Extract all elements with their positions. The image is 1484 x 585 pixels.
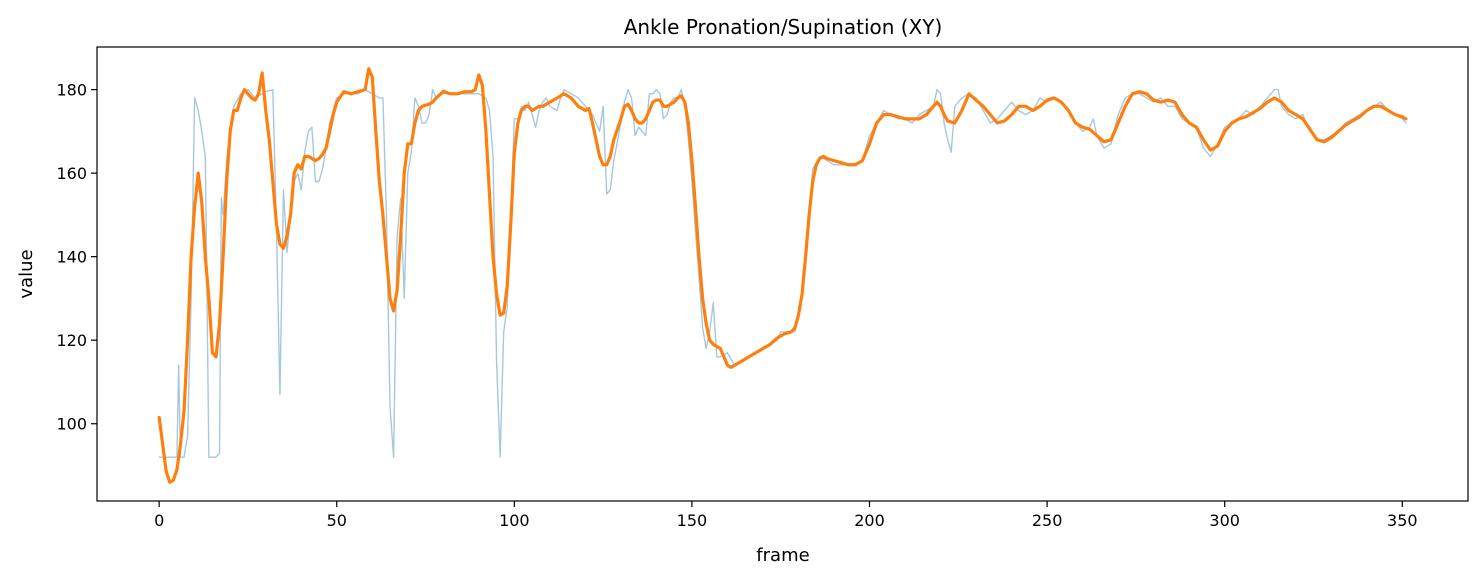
series-layer [157, 67, 1408, 484]
series-line-1 [158, 88, 1407, 458]
plot-frame [96, 46, 1469, 502]
y-axis-label: value [16, 249, 37, 298]
y-axis: 100 120 140 160 180 [56, 81, 97, 434]
x-axis: 0 50 100 150 200 250 300 350 [154, 501, 1418, 530]
x-tick-label: 50 [327, 511, 347, 530]
x-tick-label: 0 [154, 511, 164, 530]
x-tick-label: 200 [854, 511, 885, 530]
y-tick-label: 180 [56, 81, 87, 100]
chart-title: Ankle Pronation/Supination (XY) [624, 15, 943, 39]
x-tick-label: 250 [1032, 511, 1063, 530]
y-tick-label: 100 [56, 415, 87, 434]
x-tick-label: 100 [499, 511, 530, 530]
y-tick-label: 140 [56, 248, 87, 267]
x-tick-label: 350 [1387, 511, 1418, 530]
series-line-2 [157, 67, 1408, 484]
x-tick-label: 300 [1209, 511, 1240, 530]
y-tick-label: 160 [56, 164, 87, 183]
x-tick-label: 150 [677, 511, 708, 530]
y-tick-label: 120 [56, 331, 87, 350]
x-axis-label: frame [756, 545, 809, 566]
